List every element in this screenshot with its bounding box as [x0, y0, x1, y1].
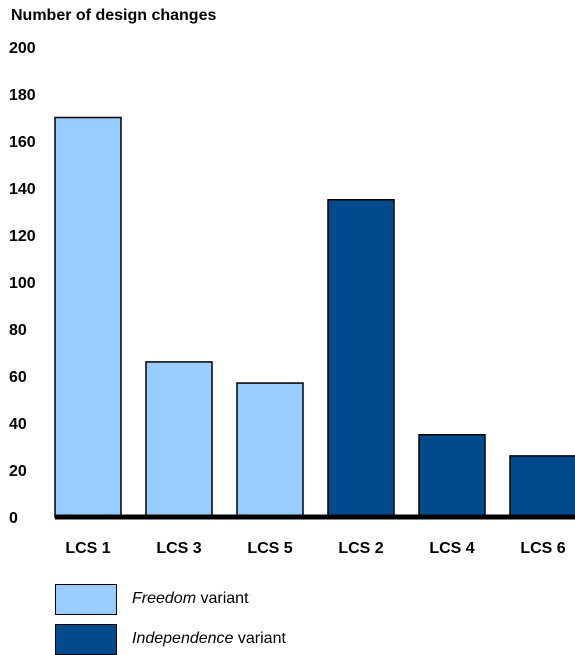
y-tick-label: 200: [9, 40, 36, 57]
x-tick-label: LCS 3: [156, 540, 201, 557]
y-tick-label: 80: [9, 322, 27, 339]
legend-item-independence: Independence variant: [55, 623, 286, 655]
x-tick-label: LCS 2: [338, 540, 383, 557]
x-axis-labels: LCS 1 LCS 3 LCS 5 LCS 2 LCS 4 LCS 6: [65, 540, 565, 557]
x-tick-label: LCS 6: [520, 540, 565, 557]
legend-label-freedom: Freedom variant: [132, 590, 249, 607]
y-tick-label: 0: [9, 510, 18, 527]
legend-item-freedom: Freedom variant: [55, 583, 249, 615]
legend-label-independence: Independence variant: [132, 630, 286, 647]
bar-lcs-4: [418, 434, 486, 518]
x-tick-label: LCS 5: [247, 540, 292, 557]
bar-lcs-3: [145, 361, 213, 518]
y-tick-label: 180: [9, 87, 36, 104]
legend-swatch-freedom: [55, 583, 117, 615]
legend-swatch-independence: [55, 623, 117, 655]
bars: [54, 116, 575, 518]
bar-lcs-1: [54, 116, 122, 518]
y-tick-label: 60: [9, 369, 27, 386]
y-tick-label: 20: [9, 463, 27, 480]
y-tick-label: 120: [9, 228, 36, 245]
y-tick-label: 100: [9, 275, 36, 292]
y-axis-title: Number of design changes: [11, 7, 217, 24]
y-tick-label: 160: [9, 134, 36, 151]
bar-lcs-2: [327, 199, 395, 518]
x-tick-label: LCS 1: [65, 540, 110, 557]
x-tick-label: LCS 4: [429, 540, 474, 557]
y-axis-ticks: 0 20 40 60 80 100 120 140 160 180 200: [9, 40, 36, 527]
y-tick-label: 140: [9, 181, 36, 198]
y-tick-label: 40: [9, 416, 27, 433]
bar-lcs-6: [509, 455, 575, 518]
bar-lcs-5: [236, 382, 304, 518]
